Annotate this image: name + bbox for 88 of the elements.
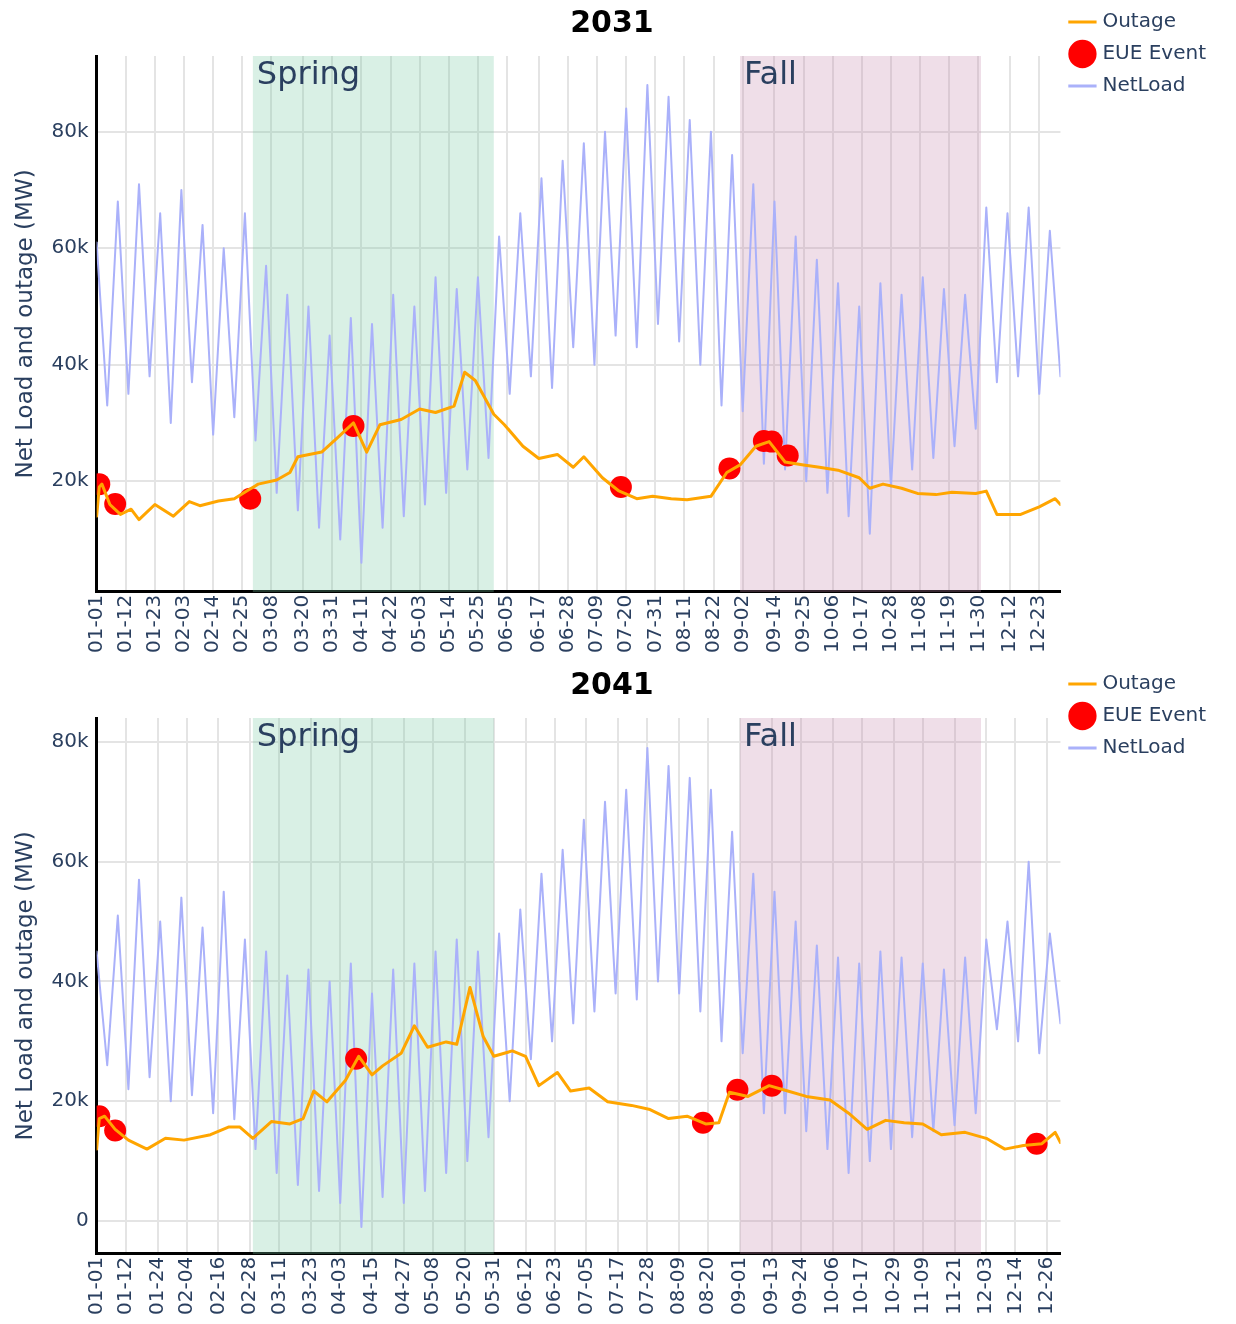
x-tick-label: 02-03 (170, 594, 195, 654)
x-tick-label: 07-28 (633, 1256, 658, 1316)
x-tick-label: 04-22 (376, 594, 401, 654)
x-tick-label: 07-17 (604, 1256, 629, 1316)
x-tick-label: 12-23 (1025, 594, 1050, 654)
x-tick-label: 06-28 (554, 594, 579, 654)
x-tick-label: 10-06 (818, 1256, 843, 1316)
x-tick-label: 05-31 (480, 1256, 505, 1316)
x-tick-label: 12-14 (1001, 1256, 1026, 1316)
y-axis-title: Net Load and outage (MW) (10, 169, 37, 479)
y-tick-label: 0 (75, 1207, 89, 1232)
y-tick-label: 40k (51, 350, 90, 375)
x-tick-label: 12-03 (972, 1256, 997, 1316)
x-tick-label: 03-23 (297, 1256, 322, 1316)
x-tick-label: 01-01 (82, 1256, 107, 1316)
y-tick-label: 60k (51, 234, 90, 259)
x-tick-label: 10-06 (818, 594, 843, 654)
chart-title: 2041 (570, 665, 654, 701)
x-tick-label: 05-25 (464, 594, 489, 654)
x-tick-label: 04-03 (326, 1256, 351, 1316)
y-tick-label: 20k (51, 1087, 90, 1112)
x-tick-label: 03-31 (318, 594, 343, 654)
x-tick-label: 05-20 (450, 1256, 475, 1316)
x-tick-label: 01-12 (111, 594, 136, 654)
x-tick-label: 10-17 (848, 1256, 873, 1316)
x-tick-label: 02-28 (236, 1256, 261, 1316)
y-tick-label: 80k (51, 728, 90, 753)
x-tick-label: 05-03 (405, 594, 430, 654)
x-tick-label: 02-04 (172, 1256, 197, 1316)
x-tick-label: 03-11 (265, 1256, 290, 1316)
chart-title: 2031 (570, 3, 654, 39)
x-tick-label: 11-09 (908, 1256, 933, 1316)
x-tick-label: 07-31 (641, 594, 666, 654)
x-tick-label: 11-21 (940, 1256, 965, 1316)
x-tick-label: 02-14 (199, 594, 224, 654)
x-tick-label: 09-01 (726, 1256, 751, 1316)
x-tick-label: 07-09 (583, 594, 608, 654)
x-tick-label: 02-16 (204, 1256, 229, 1316)
x-tick-label: 07-05 (572, 1256, 597, 1316)
legend-label: Outage (1102, 8, 1176, 33)
x-tick-label: 08-22 (699, 594, 724, 654)
x-tick-label: 04-15 (358, 1256, 383, 1316)
x-tick-label: 01-23 (141, 594, 166, 654)
x-tick-label: 06-12 (511, 1256, 536, 1316)
x-tick-label: 07-20 (612, 594, 637, 654)
legend-label: EUE Event (1102, 702, 1207, 727)
x-tick-label: 12-26 (1033, 1256, 1058, 1316)
x-tick-label: 04-11 (347, 594, 372, 654)
x-tick-label: 10-28 (877, 594, 902, 654)
y-tick-label: 60k (51, 847, 90, 872)
x-tick-label: 10-29 (879, 1256, 904, 1316)
x-tick-label: 09-02 (728, 594, 753, 654)
x-tick-label: 11-30 (964, 594, 989, 654)
y-axis-title: Net Load and outage (MW) (10, 831, 37, 1141)
x-tick-label: 01-24 (143, 1256, 168, 1316)
band-label: Spring (256, 716, 361, 755)
x-tick-label: 12-12 (996, 594, 1021, 654)
x-tick-label: 01-12 (111, 1256, 136, 1316)
x-tick-label: 01-01 (82, 594, 107, 654)
x-tick-label: 11-19 (935, 594, 960, 654)
band-label: Fall (744, 54, 797, 93)
x-tick-label: 04-27 (389, 1256, 414, 1316)
x-tick-label: 06-17 (525, 594, 550, 654)
x-tick-label: 02-25 (228, 594, 253, 654)
band-label: Spring (256, 54, 361, 93)
x-tick-label: 09-24 (787, 1256, 812, 1316)
legend-label: NetLoad (1102, 72, 1186, 97)
x-tick-label: 03-20 (289, 594, 314, 654)
x-tick-label: 06-23 (540, 1256, 565, 1316)
legend-label: Outage (1102, 670, 1176, 695)
x-tick-label: 09-14 (760, 594, 785, 654)
x-tick-label: 11-08 (906, 594, 931, 654)
x-tick-label: 06-05 (493, 594, 518, 654)
x-tick-label: 03-08 (257, 594, 282, 654)
x-tick-label: 05-14 (434, 594, 459, 654)
x-tick-label: 08-09 (665, 1256, 690, 1316)
x-tick-label: 08-20 (694, 1256, 719, 1316)
legend-label: EUE Event (1102, 40, 1207, 65)
x-tick-label: 10-17 (848, 594, 873, 654)
legend-label: NetLoad (1102, 734, 1186, 759)
x-tick-label: 09-13 (758, 1256, 783, 1316)
y-tick-label: 80k (51, 117, 90, 142)
x-tick-label: 09-25 (789, 594, 814, 654)
y-tick-label: 40k (51, 967, 90, 992)
band-label: Fall (744, 716, 797, 755)
x-tick-label: 05-08 (419, 1256, 444, 1316)
x-tick-label: 08-11 (670, 594, 695, 654)
y-tick-label: 20k (51, 467, 90, 492)
